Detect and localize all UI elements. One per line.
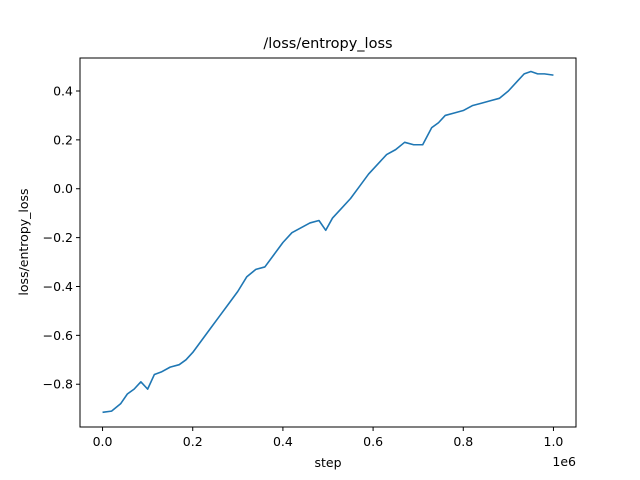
chart-title: /loss/entropy_loss (263, 36, 392, 52)
x-axis-offset-label: 1e6 (552, 454, 576, 469)
x-tick-label: 0.6 (363, 434, 383, 449)
y-axis-label: loss/entropy_loss (16, 188, 31, 295)
series-line-0 (102, 70, 554, 414)
x-tick-label: 1.0 (544, 434, 564, 449)
x-tick-label: 0.4 (273, 434, 293, 449)
plot-frame (79, 57, 577, 428)
x-tick-label: 0.2 (183, 434, 203, 449)
y-tick-label: 0.0 (53, 181, 73, 196)
x-tick-label: 0.8 (453, 434, 473, 449)
y-tick-label: 0.2 (53, 132, 73, 147)
y-tick-label: −0.4 (43, 279, 73, 294)
y-tick-label: −0.8 (43, 377, 73, 392)
x-tick-label: 0.0 (93, 434, 113, 449)
x-axis-label: step (314, 455, 341, 470)
y-tick-label: −0.2 (43, 230, 73, 245)
y-tick-label: −0.6 (43, 328, 73, 343)
y-tick-label: 0.4 (53, 83, 73, 98)
y-axis: −0.8 −0.6 −0.4 −0.2 0.0 0.2 0.4 (43, 83, 80, 392)
plot-area (102, 70, 554, 414)
x-axis: 0.0 0.2 0.4 0.6 0.8 1.0 (93, 427, 564, 449)
